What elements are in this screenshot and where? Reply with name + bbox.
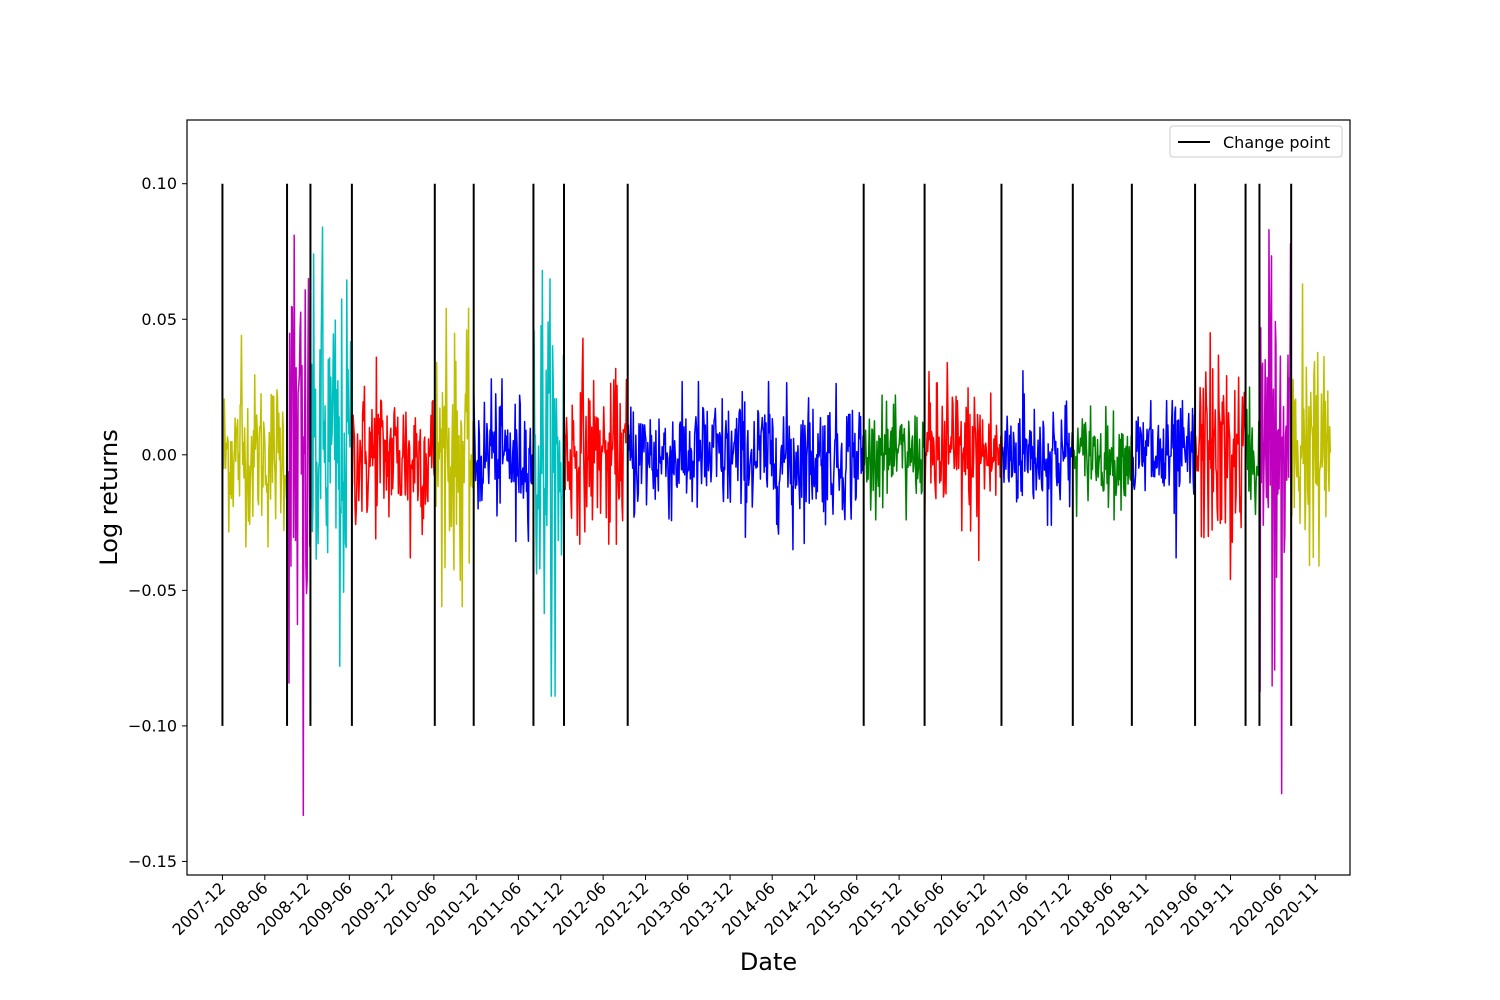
legend: Change point <box>1169 125 1343 158</box>
series-segment-16 <box>1244 386 1261 516</box>
y-tick-label: 0.10 <box>141 174 177 193</box>
series-segment-13 <box>1072 405 1133 521</box>
x-axis-title: Date <box>740 948 797 976</box>
y-tick-label: −0.10 <box>128 716 177 735</box>
x-axis: 2007-122008-062008-122009-062009-122010-… <box>169 875 1322 939</box>
series-segment-6 <box>472 378 535 543</box>
legend-label-change-point: Change point <box>1223 133 1330 152</box>
y-tick-label: −0.05 <box>128 581 177 600</box>
series-segment-8 <box>563 337 629 546</box>
y-tick-label: 0.00 <box>141 445 177 464</box>
series-segment-11 <box>923 361 1003 562</box>
series-segment-2 <box>286 234 312 817</box>
y-tick-label: −0.15 <box>128 852 177 871</box>
change-points-layer <box>221 183 1293 726</box>
y-axis: 0.10 0.05 0.00 −0.05 −0.10 −0.15 <box>128 174 187 871</box>
legend-box <box>1169 125 1343 158</box>
series-segment-7 <box>532 269 565 697</box>
series-segment-9 <box>626 380 865 551</box>
series-segment-14 <box>1131 399 1196 559</box>
series-layer <box>221 226 1332 817</box>
series-segment-5 <box>434 307 475 608</box>
series-segment-15 <box>1194 332 1247 581</box>
series-segment-3 <box>309 226 353 668</box>
series-segment-12 <box>1000 370 1074 527</box>
series-segment-10 <box>862 394 926 521</box>
series-segment-4 <box>351 356 436 559</box>
y-tick-label: 0.05 <box>141 310 177 329</box>
plot-frame <box>186 119 1351 876</box>
series-segment-18 <box>1290 283 1332 567</box>
series-segment-1 <box>221 334 288 548</box>
y-axis-title: Log returns <box>95 429 123 565</box>
series-segment-17 <box>1258 229 1292 795</box>
